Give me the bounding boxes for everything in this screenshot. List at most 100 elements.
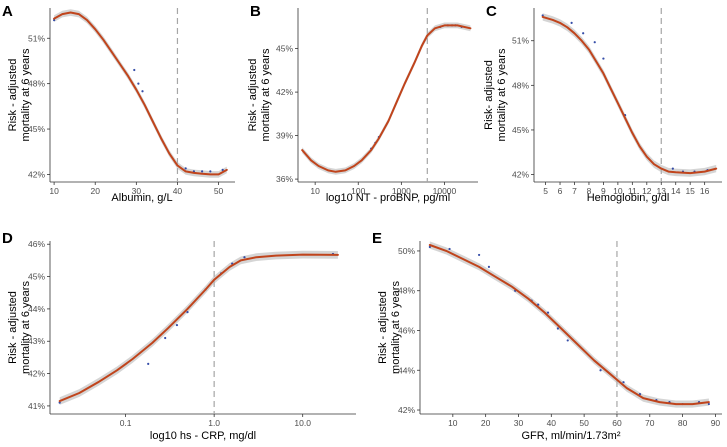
data-point — [184, 167, 187, 170]
data-point — [53, 19, 56, 22]
y-tick-label: 42% — [276, 87, 293, 97]
y-tick-label: 45% — [28, 124, 45, 134]
x-axis-title: Hemoglobin, g/dl — [587, 192, 670, 204]
y-axis-title-line: Risk - adjusted — [247, 59, 259, 132]
y-tick-label: 42% — [398, 405, 415, 415]
y-tick-label: 45% — [276, 44, 293, 54]
x-tick-label: 80 — [678, 418, 688, 428]
x-tick-label: 30 — [514, 418, 524, 428]
x-tick-label: 20 — [481, 418, 491, 428]
data-point — [477, 253, 481, 257]
fitted-curve — [541, 15, 718, 175]
x-tick-label: 16 — [700, 186, 710, 196]
data-point — [164, 336, 167, 340]
fitted-curve — [53, 11, 228, 176]
x-tick-label: 10 — [613, 186, 623, 196]
panel-letter: C — [486, 3, 497, 20]
x-tick-label: 10.0 — [294, 418, 311, 428]
y-tick-label: 43% — [28, 336, 45, 346]
y-tick-label: 41% — [28, 401, 45, 411]
confidence-band — [429, 241, 709, 408]
y-tick-label: 51% — [512, 36, 529, 46]
y-tick-label: 45% — [512, 125, 529, 135]
data-point — [541, 14, 544, 17]
y-tick-label: 42% — [28, 369, 45, 379]
x-tick-label: 10 — [49, 186, 59, 196]
x-tick-label: 10 — [448, 418, 458, 428]
data-point — [133, 68, 136, 72]
x-axis-title: log10 hs - CRP, mg/dl — [150, 430, 256, 442]
x-tick-label: 100 — [351, 186, 365, 196]
x-tick-label: 50 — [579, 418, 589, 428]
data-point — [707, 402, 710, 406]
y-tick-label: 46% — [398, 325, 415, 335]
data-point — [593, 41, 596, 44]
x-axis-title: log10 NT - proBNP, pg/ml — [326, 192, 450, 204]
y-axis-title-line: Risk - adjusted — [7, 291, 19, 364]
data-point — [537, 303, 540, 306]
data-point — [622, 381, 625, 384]
data-point — [582, 32, 585, 35]
panel-c: C 42% 45% 48% 51% 5 6 7 8 9 10 11 12 13 14 15 16 Hemoglob… — [483, 3, 722, 204]
data-point — [556, 327, 559, 330]
y-axis-title-line: mortality at 6 years — [496, 48, 508, 141]
x-tick-label: 13 — [657, 186, 667, 196]
data-point — [566, 339, 569, 342]
y-tick-label: 44% — [398, 365, 415, 375]
x-tick-label: 20 — [90, 186, 100, 196]
x-tick-label: 10 — [310, 186, 320, 196]
data-point — [186, 311, 189, 314]
data-point — [201, 170, 204, 173]
fitted-curve — [428, 244, 710, 406]
y-axis-title-line: mortality at 6 years — [390, 281, 402, 374]
y-tick-label: 44% — [28, 304, 45, 314]
x-tick-label: 30 — [132, 186, 142, 196]
y-tick-label: 36% — [276, 174, 293, 184]
confidence-band — [542, 13, 717, 177]
y-axis-title-line: Risk- adjusted — [483, 60, 495, 130]
data-point — [599, 369, 602, 372]
panel-e: E 42% 44% 46% 48% 50% 10 20 30 40 50 60 70 80 90 GFR, m… — [372, 230, 722, 442]
x-tick-label: 1.0 — [208, 418, 220, 428]
x-tick-label: 60 — [612, 418, 622, 428]
panel-a: A 42% 45% 48% 51% 10 20 30 40 50 Albumin, g/L Risk … — [2, 3, 235, 204]
y-tick-label: 46% — [28, 239, 45, 249]
data-point — [58, 401, 61, 404]
data-point — [602, 57, 605, 60]
y-tick-label: 42% — [28, 169, 45, 179]
data-point — [221, 168, 224, 171]
y-tick-label: 50% — [398, 246, 415, 256]
data-point — [428, 245, 431, 249]
data-point — [209, 170, 212, 173]
confidence-band — [59, 250, 338, 405]
x-tick-label: 0.1 — [120, 418, 132, 428]
y-tick-label: 45% — [28, 272, 45, 282]
y-axis-title-line: mortality at 6 years — [20, 48, 32, 141]
panel-letter: E — [372, 230, 382, 247]
x-tick-label: 70 — [645, 418, 655, 428]
y-axis-title-line: Risk - adjusted — [7, 59, 19, 132]
data-point — [570, 21, 573, 24]
x-tick-label: 6 — [558, 186, 563, 196]
y-tick-label: 48% — [398, 286, 415, 296]
fitted-curve — [58, 253, 339, 403]
y-tick-label: 48% — [512, 80, 529, 90]
x-tick-label: 5 — [543, 186, 548, 196]
data-point — [671, 167, 674, 170]
data-point — [243, 256, 246, 259]
data-point — [175, 323, 179, 327]
y-axis-title-line: Risk - adjusted — [377, 291, 389, 364]
y-tick-label: 42% — [512, 170, 529, 180]
confidence-band — [54, 9, 227, 178]
panel-letter: B — [250, 3, 261, 20]
data-point — [546, 311, 550, 314]
y-tick-label: 51% — [28, 33, 45, 43]
x-tick-label: 7 — [572, 186, 577, 196]
panel-letter: D — [2, 230, 13, 247]
x-tick-label: 12 — [642, 186, 652, 196]
x-tick-label: 90 — [711, 418, 721, 428]
confidence-band — [302, 22, 471, 175]
x-tick-label: 10000 — [433, 186, 457, 196]
x-tick-label: 1000 — [392, 186, 411, 196]
